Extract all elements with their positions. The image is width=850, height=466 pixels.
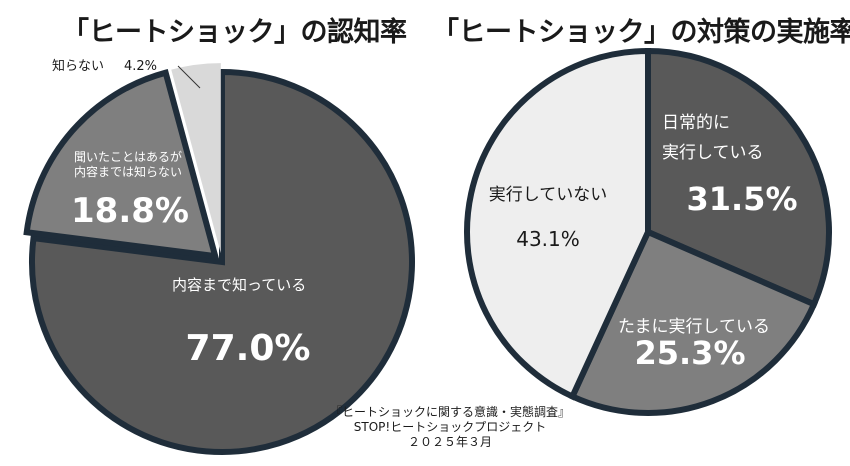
pie2-slice-1-label: 実行している: [662, 143, 764, 163]
pie1-slice-1: [29, 68, 415, 455]
pie1-slice-3-label: 知らない: [52, 58, 104, 74]
pie1-slice-2-value: 18.8%: [71, 191, 189, 231]
pie2-slice-2-label: たまに実行している: [618, 317, 770, 337]
source-date: ２０２５年３月: [407, 435, 492, 449]
pie1-slice-1-label: 内容まで知っている: [172, 276, 306, 294]
source-survey-name: 『ヒートショックに関する意識・実態調査』: [329, 405, 570, 419]
pie2-slice-2: [568, 228, 818, 416]
pie2-slice-2-value: 25.3%: [634, 334, 745, 372]
source-note: 『ヒートショックに関する意識・実態調査』 STOP!ヒートショックプロジェクト …: [300, 405, 600, 450]
pie1-slice-3: [171, 63, 221, 254]
pie2-slice-3: [464, 47, 651, 401]
pie1-slice-2: [23, 68, 220, 260]
pie2-slice-1: [645, 47, 832, 309]
pie2-slice-1-label: 日常的に: [662, 113, 730, 133]
pie1-leader-line: [177, 65, 201, 89]
pie1-slice-1-value: 77.0%: [186, 328, 311, 369]
pie2-slice-1-value: 31.5%: [686, 180, 797, 218]
pie2-slice-3-value: 43.1%: [516, 227, 580, 251]
chart-title-countermeasures: 「ヒートショック」の対策の実施率: [432, 17, 850, 48]
source-project: STOP!ヒートショックプロジェクト: [353, 420, 547, 434]
pie2-slice-3-label: 実行していない: [489, 185, 608, 205]
pie1-slice-3-value: 4.2%: [124, 59, 157, 74]
chart-title-awareness: 「ヒートショック」の認知率: [62, 17, 407, 48]
pie1-slice-2-label: 聞いたことはあるが: [74, 149, 182, 164]
pie1-slice-2-label: 内容までは知らない: [74, 164, 182, 179]
